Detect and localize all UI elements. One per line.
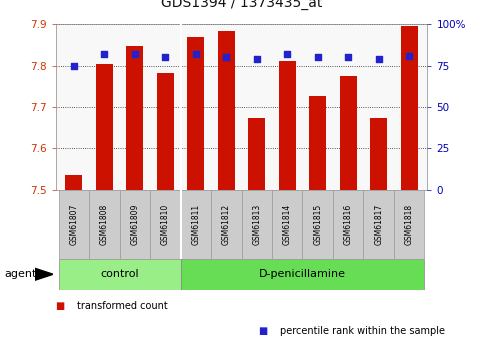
- Bar: [58, 259, 181, 290]
- Point: [161, 55, 169, 60]
- Text: ■: ■: [258, 326, 268, 335]
- Bar: [340, 76, 356, 190]
- Bar: [187, 37, 204, 190]
- Bar: [248, 118, 265, 190]
- Point: [100, 51, 108, 57]
- Bar: [181, 190, 211, 259]
- Bar: [218, 31, 235, 190]
- Text: D-penicillamine: D-penicillamine: [259, 269, 346, 279]
- Text: agent: agent: [5, 269, 37, 279]
- Text: ■: ■: [56, 302, 65, 311]
- Point: [131, 51, 139, 57]
- Text: GDS1394 / 1373435_at: GDS1394 / 1373435_at: [161, 0, 322, 10]
- Text: transformed count: transformed count: [77, 302, 168, 311]
- Text: GSM61815: GSM61815: [313, 204, 322, 245]
- Bar: [66, 175, 82, 190]
- Bar: [157, 73, 174, 190]
- Text: GSM61807: GSM61807: [70, 204, 78, 245]
- Bar: [333, 190, 363, 259]
- Point: [284, 51, 291, 57]
- Bar: [181, 259, 425, 290]
- Bar: [150, 190, 181, 259]
- Text: GSM61817: GSM61817: [374, 204, 383, 245]
- Text: GSM61810: GSM61810: [161, 204, 170, 245]
- Text: GSM61812: GSM61812: [222, 204, 231, 245]
- Text: GSM61814: GSM61814: [283, 204, 292, 245]
- Bar: [309, 96, 326, 190]
- Bar: [401, 26, 417, 190]
- Bar: [394, 190, 425, 259]
- Text: GSM61811: GSM61811: [191, 204, 200, 245]
- Bar: [89, 190, 120, 259]
- Text: GSM61818: GSM61818: [405, 204, 413, 245]
- Bar: [363, 190, 394, 259]
- Text: GSM61808: GSM61808: [100, 204, 109, 245]
- Text: GSM61816: GSM61816: [344, 204, 353, 245]
- Text: control: control: [100, 269, 139, 279]
- Point: [344, 55, 352, 60]
- Bar: [242, 190, 272, 259]
- Point: [192, 51, 199, 57]
- Text: GSM61809: GSM61809: [130, 204, 139, 245]
- Point: [314, 55, 322, 60]
- Bar: [272, 190, 302, 259]
- Point: [253, 56, 261, 62]
- Text: GSM61813: GSM61813: [252, 204, 261, 245]
- Point: [70, 63, 78, 68]
- Point: [405, 53, 413, 58]
- Bar: [96, 64, 113, 190]
- Point: [222, 55, 230, 60]
- Polygon shape: [35, 268, 53, 280]
- Bar: [211, 190, 242, 259]
- Bar: [279, 61, 296, 190]
- Bar: [127, 46, 143, 190]
- Point: [375, 56, 383, 62]
- Bar: [58, 190, 89, 259]
- Bar: [302, 190, 333, 259]
- Bar: [370, 118, 387, 190]
- Text: percentile rank within the sample: percentile rank within the sample: [280, 326, 445, 335]
- Bar: [120, 190, 150, 259]
